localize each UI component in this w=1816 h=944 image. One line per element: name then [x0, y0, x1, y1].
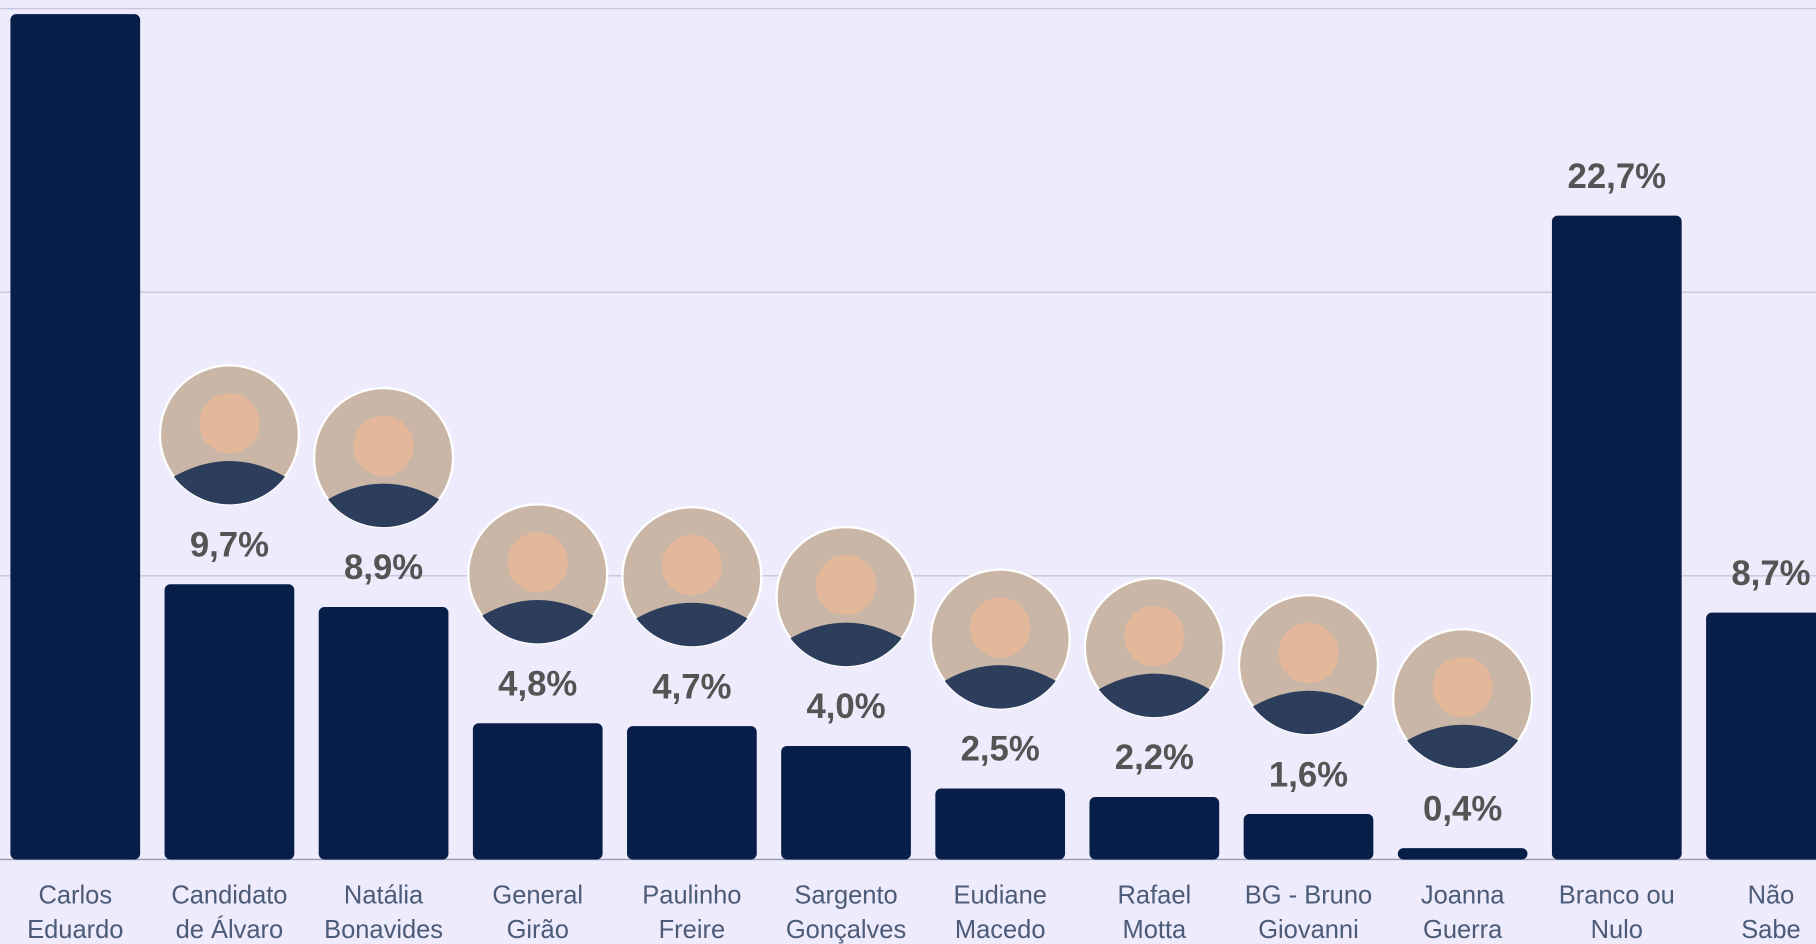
value-label: 2,5%: [961, 731, 1040, 769]
bar: [473, 723, 603, 859]
photo-face: [970, 597, 1030, 657]
bar: [319, 607, 449, 859]
photo-face: [816, 555, 876, 615]
value-label: 1,6%: [1269, 756, 1348, 794]
photo-face: [508, 532, 568, 592]
value-label: 22,7%: [1568, 158, 1666, 196]
bar: [1552, 216, 1682, 860]
bar: [165, 584, 295, 859]
value-label: 4,8%: [498, 665, 577, 703]
bar: [781, 746, 911, 859]
photo-face: [1278, 623, 1338, 683]
bar: [10, 14, 140, 859]
value-label: 8,9%: [344, 549, 423, 587]
value-label: 8,7%: [1731, 555, 1810, 593]
page: CarlosEduardoCandidatode Álvaro9,7%Natál…: [0, 0, 1816, 944]
photo-face: [662, 535, 722, 595]
photo-face: [353, 416, 413, 476]
bar: [1089, 797, 1219, 859]
photo-face: [1124, 606, 1184, 666]
photo-face: [199, 393, 259, 453]
chart: CarlosEduardoCandidatode Álvaro9,7%Natál…: [0, 0, 1816, 944]
value-label: 4,0%: [806, 688, 885, 726]
bar: [1706, 613, 1816, 860]
bar: [627, 726, 757, 859]
bar: [1398, 848, 1528, 859]
value-label: 0,4%: [1423, 790, 1502, 828]
value-label: 2,2%: [1115, 739, 1194, 777]
value-label: 9,7%: [190, 527, 269, 565]
value-label: 4,7%: [652, 668, 731, 706]
bar: [1244, 814, 1374, 859]
bar: [935, 789, 1065, 860]
photo-face: [1433, 657, 1493, 717]
